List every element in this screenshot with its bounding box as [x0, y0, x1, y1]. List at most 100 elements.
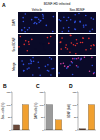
cell [28, 63, 30, 65]
cell [34, 22, 36, 24]
cell [53, 16, 55, 18]
cell [48, 70, 50, 72]
cell [75, 45, 77, 47]
cell [74, 58, 76, 60]
y-tick-label: 0 [75, 129, 77, 132]
cell [19, 37, 21, 39]
cell [78, 13, 80, 15]
cell [90, 45, 92, 47]
row-label: Sox-BDNF [12, 37, 16, 52]
cell [30, 59, 32, 61]
cell [50, 74, 52, 76]
panel-label: C [36, 83, 40, 89]
cell [21, 30, 23, 32]
cell [53, 68, 55, 70]
y-tick [77, 104, 78, 105]
y-axis [45, 92, 46, 130]
bar [22, 105, 28, 130]
cell [80, 57, 82, 59]
cell [80, 42, 82, 44]
cell [82, 42, 84, 44]
cell [63, 27, 65, 29]
cell [70, 35, 72, 37]
cell [28, 43, 30, 45]
cell [38, 21, 40, 23]
cell [83, 26, 85, 28]
cell [76, 39, 78, 41]
bar [13, 125, 19, 130]
cell [60, 41, 62, 43]
cell [35, 17, 37, 19]
cell [74, 28, 76, 30]
column-header: Vehicle [32, 8, 43, 12]
cell [78, 57, 80, 59]
cell [66, 20, 68, 22]
cell [31, 61, 33, 63]
bars [46, 105, 61, 130]
cell [76, 58, 78, 60]
bars [13, 105, 28, 130]
y-tick [11, 117, 12, 118]
cell [38, 18, 40, 20]
cell [42, 44, 44, 46]
cell [34, 17, 36, 19]
cell [75, 29, 77, 31]
cell [32, 57, 34, 59]
cell [89, 70, 91, 72]
cell [26, 68, 28, 70]
cell [39, 75, 41, 77]
micrograph [18, 12, 56, 33]
cell [58, 19, 60, 21]
cell [63, 16, 65, 18]
y-tick [77, 130, 78, 131]
cell [36, 23, 38, 25]
cell [73, 44, 75, 46]
cell [91, 57, 93, 59]
y-axis [78, 92, 79, 130]
cell [93, 44, 95, 46]
cell [21, 29, 23, 31]
cell [72, 62, 74, 64]
x-axis [45, 130, 63, 131]
bar [88, 105, 94, 130]
bar [55, 120, 61, 130]
cell [72, 74, 74, 76]
cell [39, 20, 41, 22]
y-tick-label: 100 [7, 104, 12, 107]
bar-chart: CDAPI cells (%)050100150 [34, 83, 64, 132]
y-tick [44, 117, 45, 118]
cell [67, 66, 69, 68]
y-axis [12, 92, 13, 130]
bar-chart: BSox+ cells (%)050100150 [1, 83, 31, 132]
cell [65, 44, 67, 46]
cell [74, 21, 76, 23]
y-tick-label: 150 [40, 91, 45, 94]
y-tick-label: 50 [8, 116, 11, 119]
cell [28, 41, 30, 43]
cell [50, 42, 52, 44]
cell [25, 40, 27, 42]
cell [47, 64, 49, 66]
cell [24, 31, 26, 33]
cell [47, 37, 49, 39]
cell [52, 31, 54, 33]
cell [33, 36, 35, 38]
cell [23, 70, 25, 72]
cell [85, 49, 87, 51]
cell [61, 37, 63, 39]
cell [72, 58, 74, 60]
cell [23, 70, 25, 72]
cell [23, 21, 25, 23]
cell [38, 62, 40, 64]
y-tick [77, 117, 78, 118]
row-label: Merge [12, 62, 16, 71]
cell [31, 19, 33, 21]
cell [23, 64, 25, 66]
y-tick [44, 92, 45, 93]
cell [38, 51, 40, 53]
cell [48, 43, 50, 45]
cell [22, 17, 24, 19]
x-axis [78, 130, 96, 131]
cell [24, 27, 26, 29]
cell [38, 53, 40, 55]
